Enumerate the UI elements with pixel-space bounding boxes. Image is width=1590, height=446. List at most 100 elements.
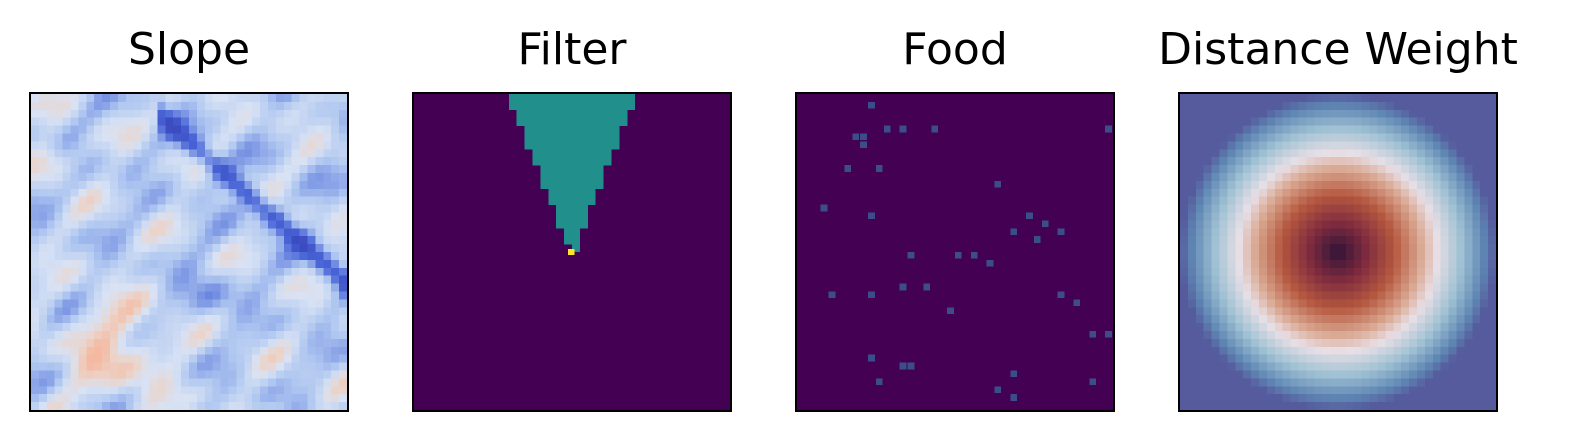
distance-weight-cell: [1266, 331, 1275, 340]
distance-weight-cell: [1456, 338, 1465, 347]
distance-weight-cell: [1377, 267, 1386, 276]
distance-weight-cell: [1322, 394, 1331, 403]
slope-cell: [196, 378, 205, 387]
distance-weight-cell: [1338, 204, 1347, 213]
distance-weight-cell: [1448, 283, 1457, 292]
slope-cell: [86, 204, 95, 213]
slope-cell: [70, 315, 79, 324]
slope-cell: [62, 291, 71, 300]
distance-weight-cell: [1409, 117, 1418, 126]
slope-cell: [244, 141, 253, 150]
distance-weight-cell: [1417, 165, 1426, 174]
distance-weight-cell: [1203, 331, 1212, 340]
distance-weight-cell: [1251, 141, 1260, 150]
distance-weight-cell: [1385, 157, 1394, 166]
distance-weight-cell: [1259, 386, 1268, 395]
distance-weight-cell: [1338, 244, 1347, 253]
slope-cell: [315, 323, 324, 332]
slope-cell: [165, 323, 174, 332]
slope-cell: [157, 188, 166, 197]
distance-weight-cell: [1345, 204, 1354, 213]
distance-weight-cell: [1195, 378, 1204, 387]
distance-weight-cell: [1424, 149, 1433, 158]
distance-weight-cell: [1338, 346, 1347, 355]
slope-cell: [299, 252, 308, 261]
distance-weight-cell: [1322, 94, 1331, 103]
distance-weight-cell: [1432, 354, 1441, 363]
slope-cell: [46, 394, 55, 403]
slope-cell: [62, 188, 71, 197]
distance-weight-cell: [1353, 291, 1362, 300]
food-cell: [899, 125, 907, 133]
distance-weight-cell: [1203, 275, 1212, 284]
slope-cell: [78, 220, 87, 229]
distance-weight-cell: [1401, 394, 1410, 403]
slope-cell: [299, 236, 308, 245]
distance-weight-cell: [1440, 402, 1449, 410]
distance-weight-cell: [1259, 315, 1268, 324]
slope-cell: [78, 94, 87, 103]
distance-weight-cell: [1219, 117, 1228, 126]
slope-cell: [173, 378, 182, 387]
distance-weight-cell: [1488, 331, 1496, 340]
slope-cell: [86, 101, 95, 110]
slope-cell: [339, 94, 347, 103]
distance-weight-cell: [1306, 141, 1315, 150]
distance-weight-cell: [1338, 331, 1347, 340]
distance-weight-cell: [1480, 394, 1489, 403]
slope-cell: [196, 307, 205, 316]
slope-cell: [141, 141, 150, 150]
distance-weight-cell: [1243, 125, 1252, 134]
distance-weight-cell: [1456, 354, 1465, 363]
distance-weight-cell: [1235, 165, 1244, 174]
distance-weight-cell: [1259, 323, 1268, 332]
distance-weight-cell: [1448, 354, 1457, 363]
distance-weight-cell: [1417, 133, 1426, 142]
distance-weight-cell: [1417, 275, 1426, 284]
distance-weight-cell: [1306, 346, 1315, 355]
slope-cell: [117, 307, 126, 316]
slope-cell: [94, 346, 103, 355]
distance-weight-cell: [1235, 331, 1244, 340]
slope-cell: [173, 259, 182, 268]
slope-cell: [149, 101, 158, 110]
distance-weight-cell: [1432, 133, 1441, 142]
slope-cell: [94, 370, 103, 379]
slope-cell: [125, 133, 134, 142]
filter-cone-cell: [524, 141, 620, 150]
distance-weight-cell: [1424, 157, 1433, 166]
distance-weight-cell: [1259, 125, 1268, 134]
distance-weight-cell: [1448, 94, 1457, 103]
slope-cell: [260, 188, 269, 197]
distance-weight-cell: [1274, 315, 1283, 324]
distance-weight-cell: [1180, 346, 1189, 355]
slope-cell: [307, 323, 316, 332]
distance-weight-cell: [1361, 299, 1370, 308]
slope-cell: [173, 125, 182, 134]
slope-cell: [110, 354, 119, 363]
slope-cell: [331, 220, 340, 229]
slope-cell: [323, 212, 332, 221]
slope-cell: [110, 275, 119, 284]
distance-weight-cell: [1409, 157, 1418, 166]
slope-cell: [70, 291, 79, 300]
distance-weight-cell: [1211, 338, 1220, 347]
distance-weight-cell: [1314, 101, 1323, 110]
distance-weight-cell: [1195, 236, 1204, 245]
slope-cell: [339, 220, 347, 229]
distance-weight-cell: [1243, 283, 1252, 292]
slope-cell: [339, 141, 347, 150]
distance-weight-cell: [1195, 252, 1204, 261]
slope-cell: [283, 212, 292, 221]
slope-cell: [260, 291, 269, 300]
distance-weight-cell: [1330, 331, 1339, 340]
slope-cell: [291, 252, 300, 261]
distance-weight-cell: [1345, 252, 1354, 261]
slope-cell: [189, 362, 198, 371]
slope-cell: [165, 236, 174, 245]
distance-weight-cell: [1251, 394, 1260, 403]
distance-weight-cell: [1211, 259, 1220, 268]
distance-weight-cell: [1219, 101, 1228, 110]
slope-cell: [339, 267, 347, 276]
distance-weight-cell: [1187, 323, 1196, 332]
